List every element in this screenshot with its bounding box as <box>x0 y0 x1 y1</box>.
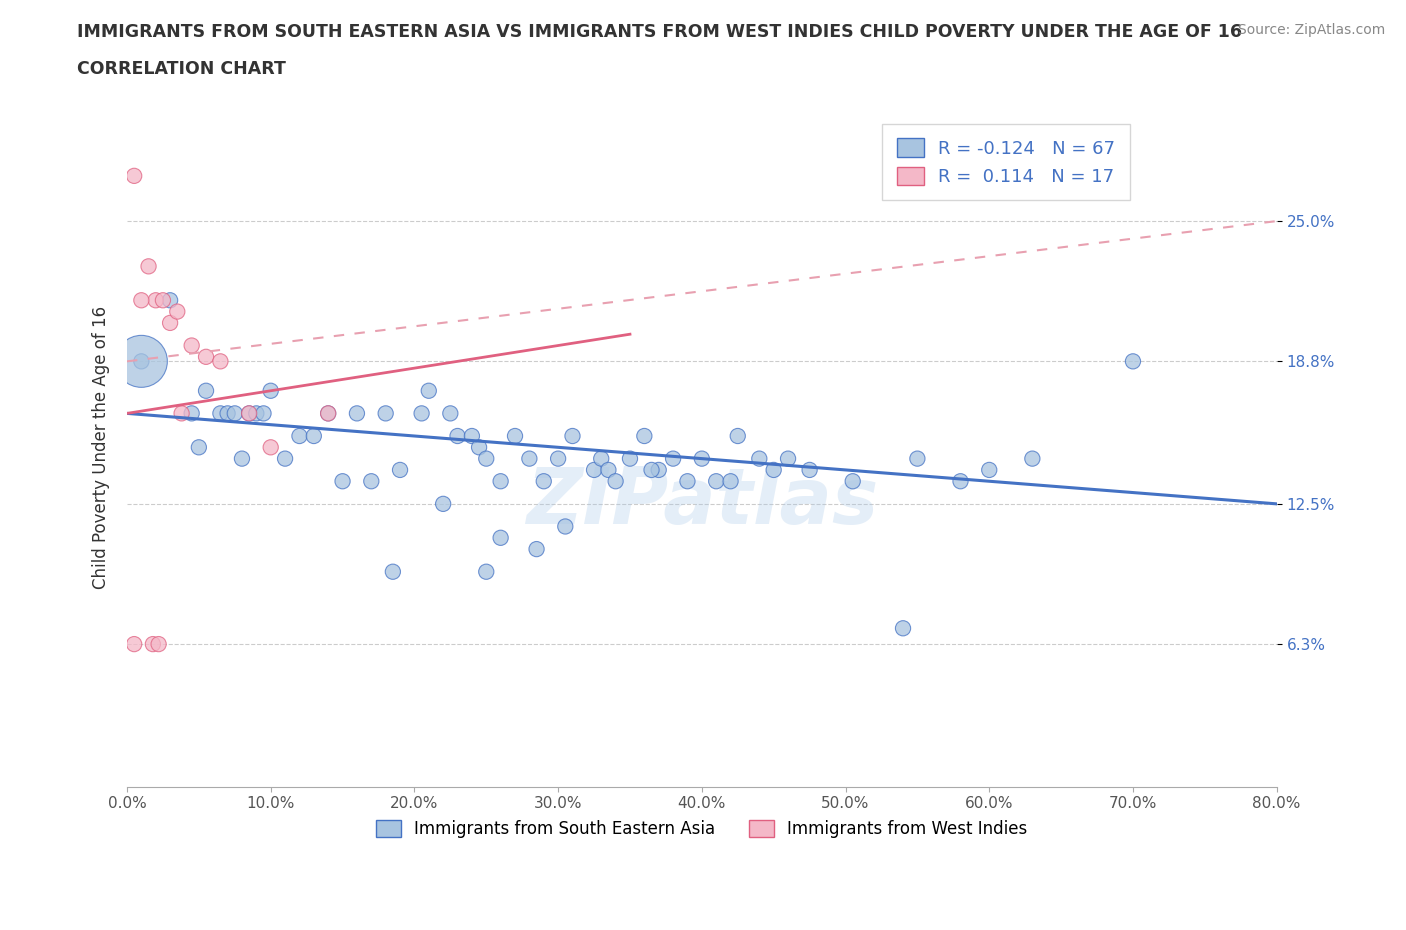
Point <box>633 429 655 444</box>
Point <box>561 429 583 444</box>
Point <box>583 462 606 477</box>
Point <box>231 451 253 466</box>
Point <box>209 354 232 369</box>
Point <box>288 429 311 444</box>
Point <box>138 259 160 273</box>
Point <box>180 405 202 420</box>
Point <box>274 451 297 466</box>
Point <box>411 405 433 420</box>
Point <box>640 462 662 477</box>
Point <box>224 405 246 420</box>
Point <box>598 462 620 477</box>
Point <box>217 405 239 420</box>
Point <box>238 405 260 420</box>
Point <box>374 405 396 420</box>
Point <box>533 473 555 488</box>
Text: ZIPatlas: ZIPatlas <box>526 463 877 539</box>
Point <box>260 383 283 398</box>
Point <box>316 405 339 420</box>
Point <box>302 429 325 444</box>
Point <box>662 451 685 466</box>
Point <box>148 637 170 652</box>
Point <box>389 462 412 477</box>
Point <box>432 497 454 512</box>
Point <box>122 168 145 183</box>
Point <box>187 440 209 455</box>
Point <box>841 473 863 488</box>
Point <box>1122 354 1144 369</box>
Point <box>245 405 267 420</box>
Point <box>891 621 914 636</box>
Point <box>704 473 727 488</box>
Y-axis label: Child Poverty Under the Age of 16: Child Poverty Under the Age of 16 <box>93 306 110 589</box>
Point <box>648 462 671 477</box>
Point <box>519 451 541 466</box>
Point <box>418 383 440 398</box>
Point <box>475 565 498 579</box>
Point <box>166 304 188 319</box>
Point <box>170 405 193 420</box>
Point <box>131 354 153 369</box>
Point <box>159 293 181 308</box>
Point <box>748 451 770 466</box>
Point <box>489 530 512 545</box>
Point <box>122 637 145 652</box>
Point <box>142 637 165 652</box>
Point <box>439 405 461 420</box>
Point <box>619 451 641 466</box>
Point <box>776 451 799 466</box>
Point <box>503 429 526 444</box>
Point <box>762 462 785 477</box>
Point <box>360 473 382 488</box>
Text: IMMIGRANTS FROM SOUTH EASTERN ASIA VS IMMIGRANTS FROM WEST INDIES CHILD POVERTY : IMMIGRANTS FROM SOUTH EASTERN ASIA VS IM… <box>77 23 1243 41</box>
Point <box>949 473 972 488</box>
Point <box>195 383 218 398</box>
Point <box>131 354 153 369</box>
Point <box>720 473 742 488</box>
Point <box>1021 451 1043 466</box>
Point <box>252 405 274 420</box>
Point <box>554 519 576 534</box>
Point <box>605 473 627 488</box>
Legend: Immigrants from South Eastern Asia, Immigrants from West Indies: Immigrants from South Eastern Asia, Immi… <box>368 811 1036 846</box>
Point <box>799 462 821 477</box>
Point <box>346 405 368 420</box>
Point <box>381 565 404 579</box>
Text: Source: ZipAtlas.com: Source: ZipAtlas.com <box>1237 23 1385 37</box>
Point <box>547 451 569 466</box>
Point <box>676 473 699 488</box>
Point <box>468 440 491 455</box>
Point <box>332 473 354 488</box>
Point <box>238 405 260 420</box>
Point <box>461 429 484 444</box>
Point <box>475 451 498 466</box>
Point <box>526 541 548 556</box>
Point <box>489 473 512 488</box>
Point <box>591 451 613 466</box>
Point <box>905 451 928 466</box>
Point <box>131 293 153 308</box>
Text: CORRELATION CHART: CORRELATION CHART <box>77 60 287 78</box>
Point <box>979 462 1001 477</box>
Point <box>159 315 181 330</box>
Point <box>260 440 283 455</box>
Point <box>195 350 218 365</box>
Point <box>316 405 339 420</box>
Point <box>152 293 174 308</box>
Point <box>727 429 749 444</box>
Point <box>446 429 468 444</box>
Point <box>209 405 232 420</box>
Point <box>690 451 713 466</box>
Point <box>145 293 167 308</box>
Point <box>180 339 202 353</box>
